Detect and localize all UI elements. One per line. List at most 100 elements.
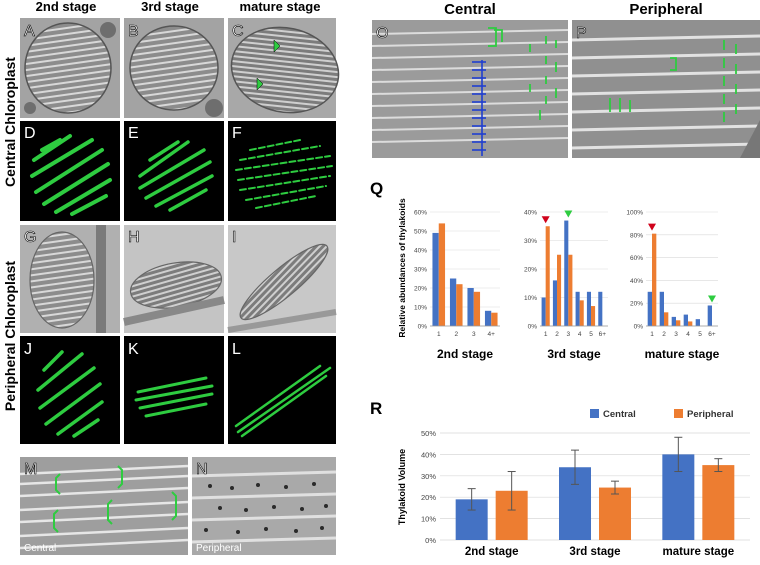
panel-o-letter: O xyxy=(376,25,388,42)
q-bar xyxy=(671,316,676,326)
q-ytick-label: 30% xyxy=(524,238,537,245)
q-marker-green xyxy=(708,295,716,303)
panel-q-charts: 0%10%20%30%40%50%60%1 2 3 4+2nd stage0%10%2… xyxy=(414,210,720,362)
q-bar xyxy=(467,288,474,326)
panel-p: P xyxy=(571,20,760,158)
panel-b: B xyxy=(124,18,224,118)
panel-n-caption: Peripheral xyxy=(196,543,242,554)
q-bar xyxy=(659,291,664,326)
q-bar xyxy=(484,310,492,326)
q-ylabel: Relative abundances of thylakoids xyxy=(397,198,407,338)
q-ytick-label: 80% xyxy=(630,232,643,239)
q-xtick-label: 1 xyxy=(544,331,548,338)
r-legend-label: Central xyxy=(603,409,636,420)
panel-m: M Central xyxy=(19,457,189,555)
header-central: Central xyxy=(444,1,496,18)
panel-f: F xyxy=(228,121,336,221)
q-xtick-label: 3 xyxy=(472,331,476,338)
q-bar xyxy=(491,312,498,326)
q-ytick-label: 40% xyxy=(414,248,427,255)
q-xtick-label: 4+ xyxy=(488,331,496,338)
r-legend-swatch xyxy=(674,409,683,418)
panel-b-letter: B xyxy=(128,23,139,40)
panel-i: I xyxy=(227,225,337,333)
q-xtick-label: 2 xyxy=(454,331,458,338)
q-ytick-label: 50% xyxy=(414,229,427,236)
q-bar xyxy=(676,320,681,326)
stage-header-3rd: 3rd stage xyxy=(141,0,199,14)
q-marker-red xyxy=(541,216,550,224)
panel-a: A xyxy=(20,18,120,118)
q-bar xyxy=(541,297,546,326)
r-legend-label: Peripheral xyxy=(687,409,733,420)
panel-d-letter: D xyxy=(24,125,36,142)
r-ytick-label: 20% xyxy=(421,493,436,502)
q-xtick-label: 6+ xyxy=(708,331,716,338)
q-xtick-label: 6+ xyxy=(599,331,607,338)
panel-m-letter: M xyxy=(24,461,37,478)
q-bar xyxy=(568,254,573,326)
q-marker-red xyxy=(648,223,656,231)
panel-j-letter: J xyxy=(24,341,32,358)
q-xtick-label: 3 xyxy=(674,331,678,338)
q-stage-title: mature stage xyxy=(645,347,720,361)
q-xtick-label: 5 xyxy=(698,331,702,338)
panel-c-letter: C xyxy=(232,23,244,40)
q-ytick-label: 60% xyxy=(630,255,643,262)
panel-r-letter: R xyxy=(370,399,382,418)
q-bar xyxy=(707,305,712,326)
row-label-peripheral: Peripheral Chloroplast xyxy=(2,261,18,411)
r-xtick-label: 3rd stage xyxy=(569,546,620,558)
q-ytick-label: 0% xyxy=(418,324,428,331)
q-ytick-label: 10% xyxy=(414,305,427,312)
q-bar xyxy=(688,321,693,326)
q-bar xyxy=(473,291,481,326)
panel-g-letter: G xyxy=(24,229,36,246)
panel-f-letter: F xyxy=(232,125,242,142)
q-xtick-label: 3 xyxy=(567,331,571,338)
q-bar xyxy=(456,284,463,326)
r-xtick-label: mature stage xyxy=(663,546,735,558)
r-ylabel: Thylakoid Volume xyxy=(397,449,407,525)
q-ytick-label: 0% xyxy=(634,324,644,331)
q-ytick-label: 30% xyxy=(414,267,427,274)
q-xtick-label: 2 xyxy=(555,331,559,338)
panel-j: J xyxy=(20,336,120,444)
panel-h-letter: H xyxy=(128,229,140,246)
q-bar xyxy=(564,220,569,326)
row-label-central: Central Chloroplast xyxy=(2,57,18,187)
r-ytick-label: 40% xyxy=(421,450,436,459)
q-bar xyxy=(449,278,457,326)
panel-m-caption: Central xyxy=(24,543,56,554)
q-subchart-2: 0% 20% 40% 60% 80% 100% 1 2 3 4 5 6+ mature stage xyxy=(626,210,719,362)
q-bar xyxy=(545,226,550,326)
panel-l: L xyxy=(228,336,336,444)
q-bar xyxy=(683,314,688,326)
stage-header-mature: mature stage xyxy=(240,0,321,14)
q-bar xyxy=(432,232,439,326)
q-bar xyxy=(438,223,446,326)
r-bar-peripheral xyxy=(599,487,631,540)
panel-d: D xyxy=(20,121,120,221)
q-ytick-label: 20% xyxy=(414,286,427,293)
panel-n-letter: N xyxy=(196,461,208,478)
q-xtick-label: 4 xyxy=(686,331,690,338)
q-bar xyxy=(552,280,557,326)
q-xtick-label: 4 xyxy=(578,331,582,338)
q-ytick-label: 0% xyxy=(528,324,538,331)
q-ytick-label: 40% xyxy=(524,210,537,217)
panel-k: K xyxy=(124,336,224,444)
panel-g: G xyxy=(20,225,120,333)
q-xtick-label: 2 xyxy=(662,331,666,338)
q-ytick-label: 100% xyxy=(626,210,643,217)
panel-e: E xyxy=(124,121,224,221)
panel-o: O xyxy=(371,20,569,158)
stage-header-2nd: 2nd stage xyxy=(36,0,97,14)
q-bar xyxy=(575,291,580,326)
panel-i-letter: I xyxy=(232,229,236,246)
q-ytick-label: 60% xyxy=(414,210,427,217)
q-subchart-0: 0% 10% 20% 30% 40% 50% 60% 1 2 3 4+ 2nd stage xyxy=(414,210,500,361)
panel-e-letter: E xyxy=(128,125,139,142)
panel-n: N Peripheral xyxy=(191,457,337,555)
